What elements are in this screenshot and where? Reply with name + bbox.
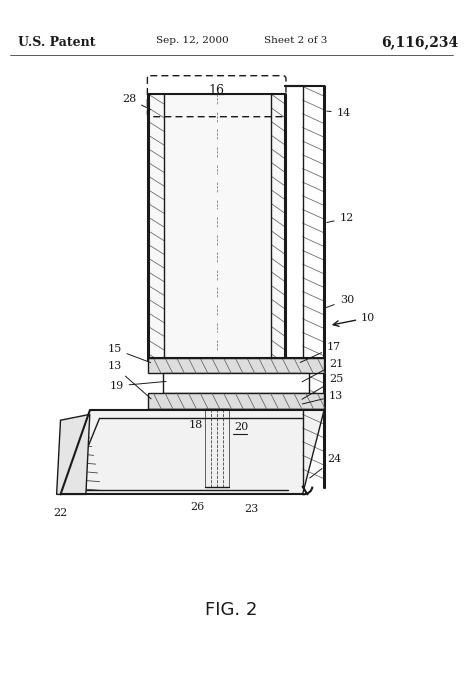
Text: 22: 22 [54, 508, 68, 518]
Text: 21: 21 [302, 358, 343, 382]
Text: 13: 13 [107, 361, 151, 399]
Text: U.S. Patent: U.S. Patent [18, 35, 95, 49]
Text: 23: 23 [244, 504, 258, 514]
Text: 16: 16 [209, 84, 225, 97]
Text: Sep. 12, 2000: Sep. 12, 2000 [156, 35, 229, 45]
Text: 19: 19 [109, 381, 166, 391]
Text: 20: 20 [234, 422, 248, 432]
Text: 18: 18 [188, 420, 202, 430]
Text: 15: 15 [107, 344, 151, 363]
Text: 28: 28 [122, 94, 151, 109]
Text: 30: 30 [325, 295, 354, 308]
Text: 24: 24 [310, 454, 341, 478]
Text: 25: 25 [302, 374, 343, 400]
Polygon shape [205, 409, 229, 487]
Text: 13: 13 [302, 390, 343, 404]
Text: 12: 12 [327, 213, 354, 223]
Polygon shape [163, 373, 310, 393]
Text: 10: 10 [333, 313, 375, 326]
Text: 6,116,234: 6,116,234 [381, 35, 458, 49]
Polygon shape [148, 358, 324, 373]
Polygon shape [56, 414, 90, 494]
Polygon shape [148, 94, 285, 360]
Text: FIG. 2: FIG. 2 [205, 601, 257, 619]
Polygon shape [61, 411, 324, 494]
Polygon shape [148, 393, 324, 409]
Text: Sheet 2 of 3: Sheet 2 of 3 [264, 35, 327, 45]
Text: 17: 17 [300, 342, 341, 363]
Text: 26: 26 [191, 502, 205, 512]
Text: 14: 14 [327, 108, 351, 118]
